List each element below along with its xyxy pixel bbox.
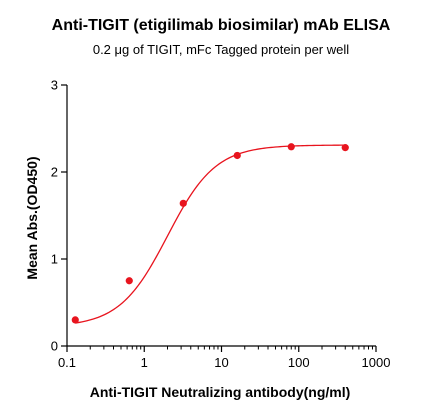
y-tick-label: 0 [51, 339, 58, 354]
data-point [125, 277, 133, 285]
data-points [71, 143, 349, 324]
data-point [71, 316, 79, 324]
chart-title: Anti-TIGIT (etigilimab biosimilar) mAb E… [52, 17, 391, 34]
y-axis: 0 1 2 3 [51, 78, 68, 354]
y-tick-label: 3 [51, 78, 58, 93]
x-tick-label: 0.1 [58, 355, 76, 370]
fit-curve-layer [75, 144, 346, 324]
chart-subtitle: 0.2 μg of TIGIT, mFc Tagged protein per … [93, 42, 349, 57]
x-axis-label: Anti-TIGIT Neutralizing antibody(ng/ml) [90, 384, 351, 400]
y-tick-label: 1 [51, 252, 58, 267]
x-tick-label: 10 [214, 355, 228, 370]
y-tick-label: 2 [51, 165, 58, 180]
data-point [341, 144, 349, 152]
x-tick-label: 1000 [362, 355, 391, 370]
y-axis-label: Mean Abs.(OD450) [24, 156, 40, 279]
x-tick-label: 100 [288, 355, 310, 370]
data-point [287, 143, 295, 151]
x-axis: 0.1 1 10 100 1000 [58, 345, 391, 370]
x-tick-label: 1 [141, 355, 148, 370]
fit-curve [75, 144, 346, 324]
data-point [233, 151, 241, 160]
data-point [179, 199, 187, 207]
